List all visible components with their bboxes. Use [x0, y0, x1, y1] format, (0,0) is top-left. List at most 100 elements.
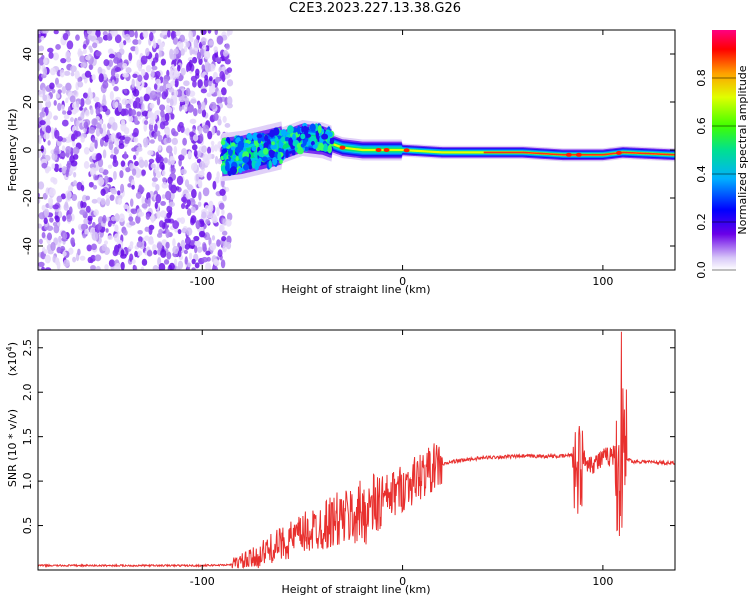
signal-blob [304, 133, 312, 138]
noise-blob [79, 209, 86, 215]
noise-blob [114, 213, 120, 223]
noise-blob [63, 203, 69, 211]
noise-blob [177, 228, 182, 235]
noise-blob [125, 167, 131, 173]
signal-blob [278, 147, 282, 153]
noise-blob [182, 137, 187, 146]
noise-blob [180, 67, 186, 76]
noise-blob [66, 40, 74, 50]
noise-blob [127, 183, 133, 188]
noise-blob [190, 215, 197, 224]
noise-blob [124, 33, 131, 41]
noise-blob [213, 112, 219, 121]
signal-blob [291, 150, 296, 156]
noise-blob [164, 218, 172, 223]
noise-blob [226, 67, 233, 73]
colorbar-tick-label: 0.0 [695, 261, 708, 279]
noise-blob [185, 63, 190, 73]
noise-blob [100, 198, 106, 206]
noise-blob [97, 176, 105, 187]
snr-frame [37, 329, 676, 571]
signal-blob [296, 147, 304, 155]
noise-blob [137, 39, 142, 45]
noise-blob [155, 151, 160, 159]
noise-blob [151, 65, 158, 71]
noise-blob [92, 42, 98, 49]
noise-blob [151, 113, 158, 121]
noise-blob [48, 197, 54, 206]
noise-blob [219, 188, 226, 196]
signal-blob [224, 164, 230, 172]
noise-blob [102, 30, 108, 36]
noise-blob [201, 145, 207, 153]
noise-blob [149, 103, 155, 109]
noise-blob [87, 35, 93, 40]
noise-blob [192, 56, 198, 64]
signal-blob [322, 143, 328, 152]
noise-blob [155, 156, 162, 163]
noise-blob [202, 187, 210, 197]
noise-blob [87, 215, 93, 222]
noise-blob [180, 239, 186, 250]
noise-blob [197, 201, 202, 207]
noise-blob [193, 149, 198, 158]
noise-blob [185, 41, 190, 48]
noise-blob [162, 177, 167, 183]
noise-blob [194, 245, 198, 254]
noise-blob [132, 132, 139, 138]
noise-blob [192, 80, 197, 88]
noise-blob [161, 182, 168, 189]
noise-blob [74, 70, 80, 80]
noise-blob [125, 67, 132, 74]
noise-blob [138, 184, 142, 192]
signal-blob [220, 140, 226, 146]
signal-blob [256, 133, 263, 139]
noise-blob [108, 48, 113, 54]
noise-blob [60, 152, 67, 158]
signal-blob [230, 146, 236, 151]
noise-blob [155, 194, 162, 204]
noise-blob [82, 92, 88, 99]
signal-hot-spot [403, 148, 410, 153]
noise-blob [177, 64, 181, 72]
noise-blob [211, 265, 219, 270]
signal-blob [300, 143, 305, 148]
noise-blob [172, 238, 176, 248]
noise-blob [118, 213, 125, 223]
noise-blob [166, 251, 172, 260]
y-tick-label: 0.5 [21, 517, 34, 535]
noise-blob [56, 83, 63, 88]
noise-blob [63, 70, 71, 76]
noise-blob [128, 52, 133, 61]
noise-blob [224, 58, 231, 65]
noise-blob [114, 101, 119, 108]
noise-blob [175, 30, 181, 37]
noise-blob [95, 50, 102, 57]
noise-blob [41, 231, 46, 239]
noise-blob [118, 41, 124, 49]
signal-blob [270, 143, 277, 150]
spectrogram-x-ticks: -100 0 100 [190, 30, 613, 288]
noise-blob [136, 59, 142, 69]
signal-blob [237, 140, 245, 149]
noise-blob [171, 127, 176, 136]
signal-blob [272, 157, 278, 166]
noise-blob [201, 41, 206, 46]
noise-blob [195, 173, 200, 182]
noise-blob [40, 145, 45, 153]
signal-blob [318, 142, 324, 150]
noise-blob [226, 96, 233, 106]
noise-blob [201, 256, 209, 263]
noise-blob [129, 253, 134, 262]
signal-blob [300, 133, 306, 140]
noise-blob [185, 87, 191, 97]
noise-blob [154, 70, 161, 78]
noise-blob [204, 74, 209, 81]
noise-blob [153, 83, 158, 91]
colorbar-label: Normalized spectral amplitude [736, 65, 749, 234]
noise-blob [131, 168, 137, 176]
noise-blob [111, 132, 116, 142]
noise-blob [212, 216, 218, 224]
noise-blob [142, 137, 149, 146]
noise-blob [127, 98, 134, 105]
